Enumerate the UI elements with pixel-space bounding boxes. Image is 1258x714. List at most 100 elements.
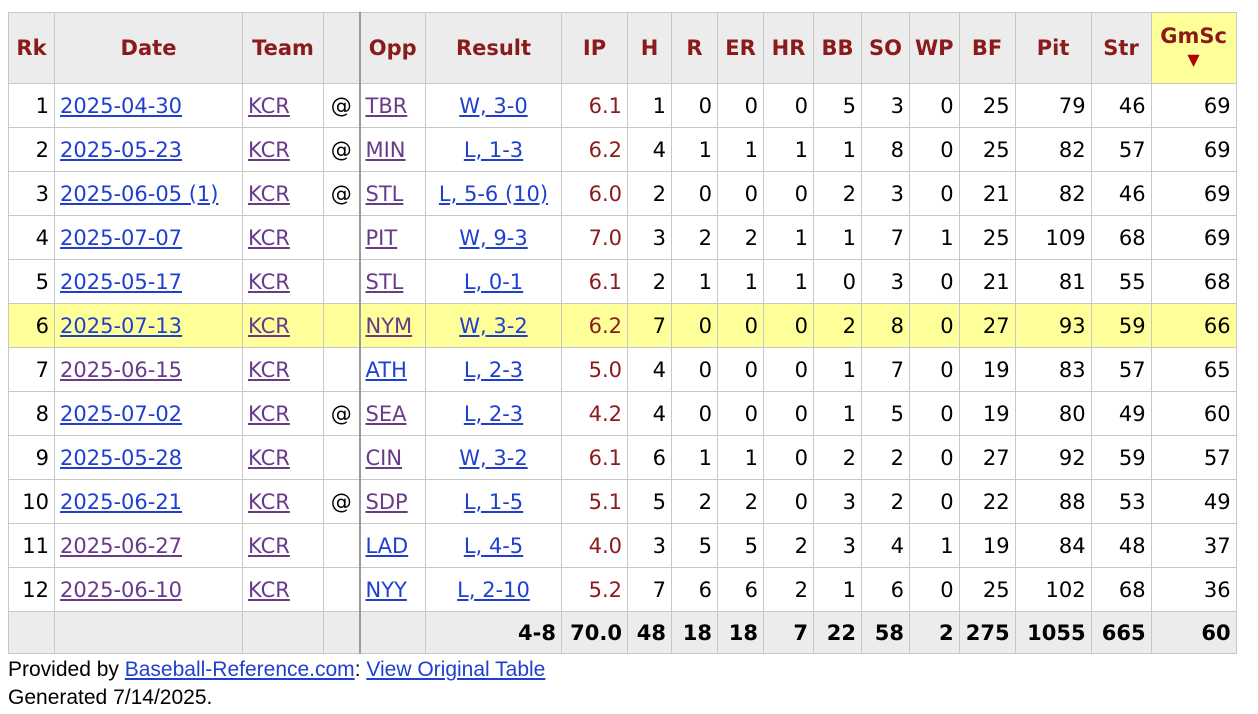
result-link[interactable]: L, 2-10: [457, 577, 530, 602]
opp-link[interactable]: NYM: [365, 313, 413, 338]
team-link[interactable]: KCR: [248, 269, 290, 294]
col-header-date[interactable]: Date: [54, 12, 243, 84]
table-row: 5 2025-05-17 KCR STL L, 0-1 6.1 2 1 1 1 0 3 0 21 81 55 6…: [8, 259, 1237, 304]
cell-hr: 1: [763, 127, 814, 172]
team-link[interactable]: KCR: [248, 93, 290, 118]
table-row: 2 2025-05-23 KCR @ MIN L, 1-3 6.2 4 1 1 1 1 8 0 25 82 57…: [8, 127, 1237, 172]
col-header-gmsc[interactable]: GmSc ▼: [1150, 12, 1237, 84]
opp-link[interactable]: SDP: [365, 489, 408, 514]
date-link[interactable]: 2025-06-21: [60, 489, 183, 514]
cell-team: KCR: [242, 127, 324, 172]
team-link[interactable]: KCR: [248, 181, 290, 206]
result-link[interactable]: L, 4-5: [463, 533, 524, 558]
opp-link[interactable]: MIN: [365, 137, 406, 162]
cell-pit: 92: [1014, 435, 1092, 480]
date-link[interactable]: 2025-06-15: [60, 357, 183, 382]
col-header-opp[interactable]: Opp: [359, 12, 426, 84]
date-link[interactable]: 2025-07-13: [60, 313, 183, 338]
col-header-ip[interactable]: IP: [561, 12, 628, 84]
col-header-hr[interactable]: HR: [763, 12, 814, 84]
date-link[interactable]: 2025-06-05 (1): [60, 181, 219, 206]
cell-er: 1: [717, 259, 764, 304]
col-header-str[interactable]: Str: [1090, 12, 1152, 84]
cell-hr: 0: [763, 391, 814, 436]
result-link[interactable]: W, 3-0: [459, 93, 528, 118]
date-link[interactable]: 2025-06-10: [60, 577, 183, 602]
cell-team: KCR: [242, 567, 324, 612]
team-link[interactable]: KCR: [248, 357, 290, 382]
cell-rk: 4: [8, 215, 55, 260]
result-link[interactable]: L, 5-6 (10): [438, 181, 549, 206]
col-header-result[interactable]: Result: [425, 12, 562, 84]
cell-er: 0: [717, 391, 764, 436]
team-link[interactable]: KCR: [248, 489, 290, 514]
result-link[interactable]: L, 0-1: [463, 269, 524, 294]
cell-wp: 0: [909, 259, 960, 304]
col-header-rk[interactable]: Rk: [8, 12, 55, 84]
cell-team: KCR: [242, 523, 324, 568]
cell-ip: 6.0: [561, 171, 628, 216]
cell-er: 6: [717, 567, 764, 612]
col-header-bf[interactable]: BF: [958, 12, 1016, 84]
col-header-r[interactable]: R: [671, 12, 718, 84]
cell-h: 4: [627, 347, 672, 392]
cell-wp: 0: [909, 347, 960, 392]
result-link[interactable]: L, 1-3: [463, 137, 524, 162]
date-link[interactable]: 2025-07-02: [60, 401, 183, 426]
opp-link[interactable]: STL: [365, 269, 404, 294]
date-link[interactable]: 2025-05-28: [60, 445, 183, 470]
opp-link[interactable]: CIN: [365, 445, 403, 470]
col-header-h[interactable]: H: [627, 12, 672, 84]
date-link[interactable]: 2025-07-07: [60, 225, 183, 250]
table-row: 4 2025-07-07 KCR PIT W, 9-3 7.0 3 2 2 1 1 7 1 25 109 68…: [8, 215, 1237, 260]
col-header-pit[interactable]: Pit: [1014, 12, 1092, 84]
col-header-team[interactable]: Team: [242, 12, 324, 84]
opp-link[interactable]: STL: [365, 181, 404, 206]
opp-link[interactable]: TBR: [365, 93, 408, 118]
cell-opp: SEA: [359, 391, 426, 436]
cell-bb: 5: [813, 83, 862, 128]
result-link[interactable]: W, 9-3: [459, 225, 528, 250]
cell-result: L, 2-10: [425, 567, 562, 612]
table-row: 12 2025-06-10 KCR NYY L, 2-10 5.2 7 6 6 2 1 6 0 25 102…: [8, 567, 1237, 612]
team-link[interactable]: KCR: [248, 445, 290, 470]
col-header-bb[interactable]: BB: [813, 12, 862, 84]
opp-link[interactable]: SEA: [365, 401, 407, 426]
team-link[interactable]: KCR: [248, 577, 290, 602]
cell-result: L, 5-6 (10): [425, 171, 562, 216]
cell-bf: 19: [958, 391, 1016, 436]
opp-link[interactable]: ATH: [365, 357, 407, 382]
date-link[interactable]: 2025-04-30: [60, 93, 183, 118]
col-header-wp[interactable]: WP: [909, 12, 960, 84]
result-link[interactable]: L, 2-3: [463, 357, 524, 382]
team-link[interactable]: KCR: [248, 225, 290, 250]
view-original-table-link[interactable]: View Original Table: [366, 658, 546, 681]
cell-h: 4: [627, 391, 672, 436]
result-link[interactable]: L, 1-5: [463, 489, 524, 514]
result-link[interactable]: W, 3-2: [459, 445, 528, 470]
date-link[interactable]: 2025-05-23: [60, 137, 183, 162]
date-link[interactable]: 2025-06-27: [60, 533, 183, 558]
col-header-so[interactable]: SO: [861, 12, 910, 84]
cell-date: 2025-05-28: [54, 435, 243, 480]
cell-date: 2025-06-05 (1): [54, 171, 243, 216]
result-link[interactable]: L, 2-3: [463, 401, 524, 426]
cell-pit: 81: [1014, 259, 1092, 304]
opp-link[interactable]: NYY: [365, 577, 407, 602]
date-link[interactable]: 2025-05-17: [60, 269, 183, 294]
col-header-er[interactable]: ER: [717, 12, 764, 84]
cell-er: 2: [717, 479, 764, 524]
result-link[interactable]: W, 3-2: [459, 313, 528, 338]
cell-opp: LAD: [359, 523, 426, 568]
opp-link[interactable]: PIT: [365, 225, 398, 250]
team-link[interactable]: KCR: [248, 137, 290, 162]
opp-link[interactable]: LAD: [365, 533, 409, 558]
team-link[interactable]: KCR: [248, 533, 290, 558]
team-link[interactable]: KCR: [248, 401, 290, 426]
game-log-table-container: Rk Date Team Opp Result IP H R ER HR BB …: [8, 12, 1237, 654]
cell-hr: 0: [763, 303, 814, 348]
cell-rk: 12: [8, 567, 55, 612]
cell-wp: 0: [909, 567, 960, 612]
site-link[interactable]: Baseball-Reference.com: [124, 658, 355, 681]
team-link[interactable]: KCR: [248, 313, 290, 338]
